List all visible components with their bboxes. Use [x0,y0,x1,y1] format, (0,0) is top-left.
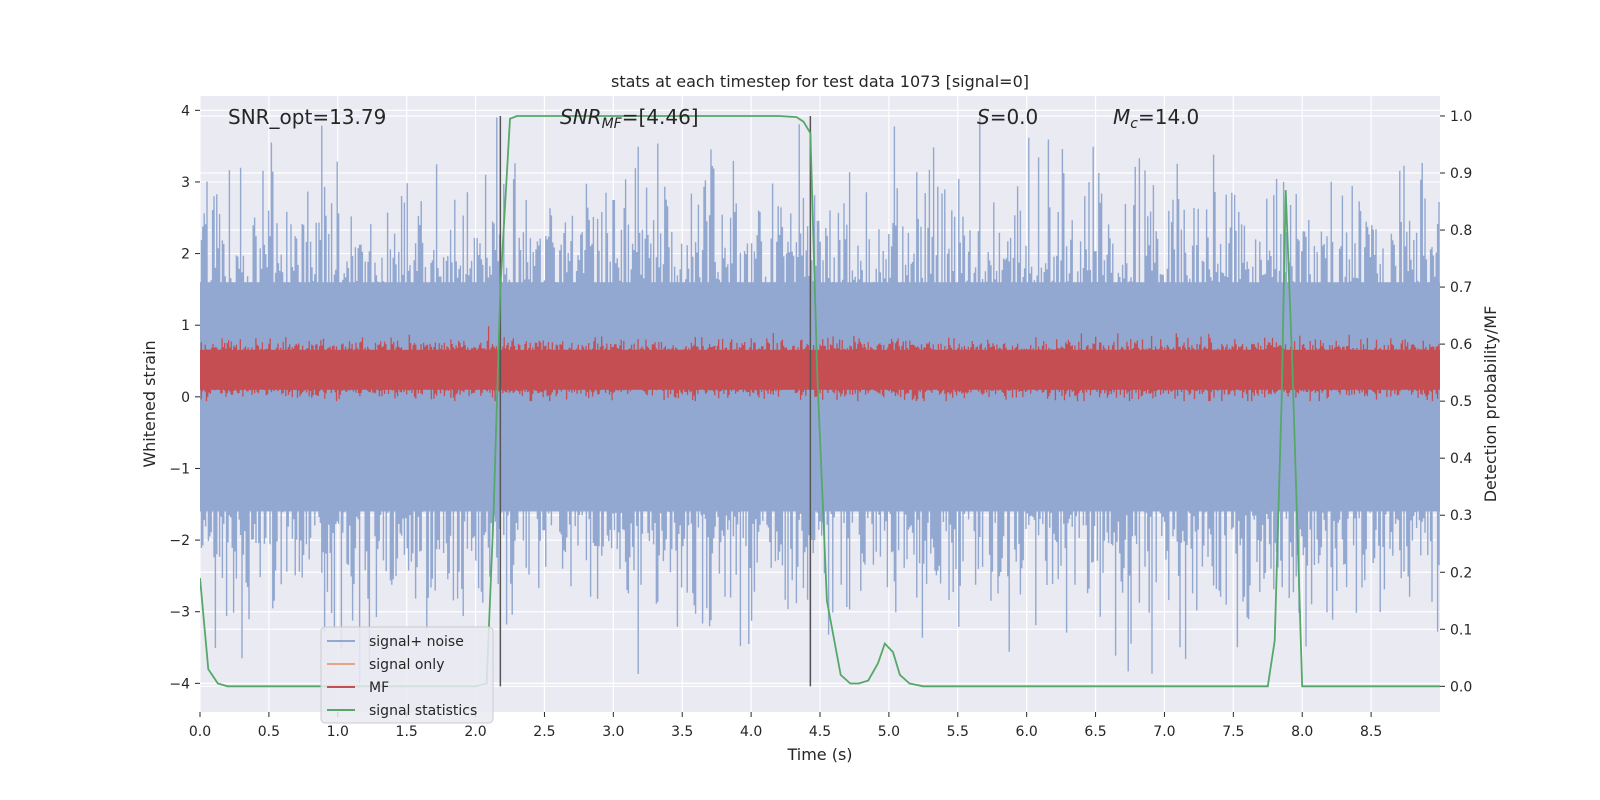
x-axis-ticks: 0.0 0.5 1.0 1.5 2.0 2.5 3.0 3.5 4.0 4.5 5.0 5.5 6.0 6… [189,712,1382,740]
right-y-tick-label: 0.6 [1450,337,1472,353]
vertical-markers [499,115,812,687]
y-tick-label: −4 [169,676,190,692]
annotation-4: Mc=14.0 [1113,105,1199,132]
x-tick-label: 6.5 [1084,724,1106,740]
legend-box [320,626,494,724]
x-tick-label: 8.0 [1291,724,1313,740]
y-tick-label: −3 [169,605,190,621]
x-tick-label: 2.0 [464,724,486,740]
x-tick-label: 3.5 [671,724,693,740]
right-y-tick-label: 0.3 [1450,508,1472,524]
y-axis-label: Whitened strain [140,340,159,467]
x-tick-label: 4.5 [809,724,831,740]
right-y-tick-label: 0.9 [1450,166,1472,182]
x-tick-label: 7.0 [1153,724,1175,740]
legend: signal+ noise signal only MF signal statist… [320,626,494,724]
right-y-tick-label: 0.1 [1450,622,1472,638]
legend-label: MF [369,680,389,696]
y-tick-label: −1 [169,461,190,477]
y-tick-label: 2 [181,247,190,263]
x-tick-label: 1.5 [396,724,418,740]
chart-title: stats at each timestep for test data 107… [611,72,1029,91]
x-tick-label: 8.5 [1360,724,1382,740]
annotation-1: SNR_opt=13.79 [228,105,386,129]
right-y-tick-label: 0.7 [1450,280,1472,296]
noise-series [200,117,1440,684]
legend-label: signal only [369,657,444,673]
x-tick-label: 1.0 [327,724,349,740]
legend-label: signal statistics [369,703,477,719]
x-tick-label: 7.5 [1222,724,1244,740]
annotation-3: S=0.0 [977,105,1038,129]
right-y-tick-label: 1.0 [1450,109,1472,125]
right-y-axis-ticks: 0.0 0.1 0.2 0.3 0.4 0.5 0.6 0.7 0.8 0.9 1.0 [1440,109,1472,695]
right-y-tick-label: 0.2 [1450,565,1472,581]
right-y-tick-label: 0.5 [1450,394,1472,410]
right-y-tick-label: 0.4 [1450,451,1472,467]
x-tick-label: 5.5 [947,724,969,740]
x-tick-label: 0.5 [258,724,280,740]
y-tick-label: 4 [181,103,190,119]
x-tick-label: 6.0 [1016,724,1038,740]
mf-trace [200,326,1440,402]
right-y-axis-label: Detection probability/MF [1481,306,1500,503]
x-tick-label: 3.0 [602,724,624,740]
right-y-tick-label: 0.8 [1450,223,1472,239]
annotation-2: SNRMF=[4.46] [560,105,699,132]
right-y-tick-label: 0.0 [1450,679,1472,695]
mf-series [200,326,1440,402]
y-axis-ticks: −4 −3 −2 −1 0 1 2 3 4 [169,103,200,692]
x-tick-label: 2.5 [533,724,555,740]
x-axis-label: Time (s) [786,745,852,764]
y-tick-label: 1 [181,318,190,334]
x-tick-label: 5.0 [878,724,900,740]
y-tick-label: 3 [181,175,190,191]
legend-label: signal+ noise [369,634,464,650]
y-tick-label: 0 [181,390,190,406]
x-tick-label: 0.0 [189,724,211,740]
y-tick-label: −2 [169,533,190,549]
annotations: SNR_opt=13.79 SNRMF=[4.46] S=0.0 Mc=14.0 [228,105,1199,132]
x-tick-label: 4.0 [740,724,762,740]
